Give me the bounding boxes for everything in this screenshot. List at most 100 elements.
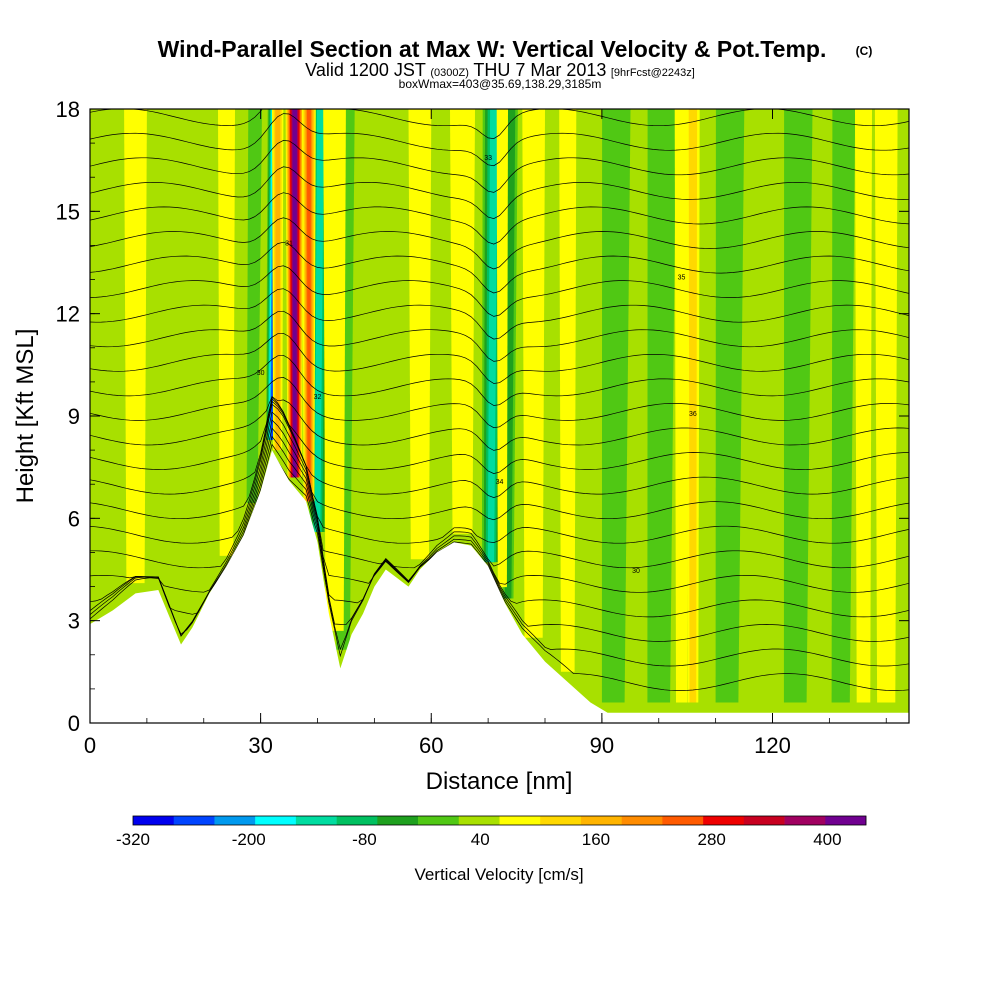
updraft-band	[674, 109, 689, 703]
chart-subtitle: Valid 1200 JST (0300Z) THU 7 Mar 2013 [9…	[305, 60, 695, 80]
theta-contour	[90, 217, 909, 270]
y-tick-label: 15	[56, 199, 80, 224]
updraft-band	[218, 109, 235, 556]
colorbar-swatch	[214, 816, 256, 825]
y-tick-label: 0	[68, 711, 80, 736]
contour-label: 32	[314, 394, 322, 401]
subtitle-utc-time: (0300Z)	[430, 67, 469, 79]
updraft-band	[450, 109, 475, 534]
theta-contour	[90, 395, 909, 451]
downdraft-band	[715, 109, 745, 703]
theta-contour	[90, 140, 909, 193]
theta-contour	[90, 241, 909, 294]
x-tick-label: 120	[754, 733, 791, 758]
updraft-band	[408, 109, 432, 560]
theta-contour	[90, 400, 909, 521]
colorbar-tick-label: 400	[813, 830, 841, 849]
theta-contour	[90, 192, 909, 245]
title-mark: (C)	[856, 44, 873, 58]
updraft-band	[522, 109, 545, 638]
colorbar-swatch	[662, 816, 704, 825]
theta-contour	[90, 411, 909, 569]
updraft-band	[124, 109, 147, 584]
theta-contour	[90, 427, 909, 618]
colorbar: -320 -200 -80 40 160 280 400	[116, 815, 867, 849]
updraft-band	[559, 109, 577, 672]
subtitle-date: THU 7 Mar 2013	[473, 60, 606, 80]
colorbar-tick-label: -200	[232, 830, 266, 849]
downdraft-band	[647, 109, 676, 703]
x-tick-label: 0	[84, 733, 96, 758]
y-tick-label: 12	[56, 302, 80, 327]
contour-label: 30	[257, 370, 265, 377]
theta-contour	[90, 396, 909, 474]
theta-contour	[90, 310, 909, 362]
theta-contour	[90, 398, 909, 498]
colorbar-tick-label: 160	[582, 830, 610, 849]
updraft-band	[275, 109, 281, 451]
colorbar-swatch	[703, 816, 745, 825]
contour-label: 31	[285, 240, 293, 247]
updraft-band	[688, 109, 698, 703]
theta-contour	[90, 377, 909, 429]
contour-label: 30	[632, 568, 640, 575]
potential-temperature-contours: 30 31 32 33 34 35 36 30	[90, 109, 909, 691]
downdraft-band	[246, 109, 262, 503]
updraft-band	[293, 109, 297, 478]
colorbar-swatch	[418, 816, 460, 825]
colorbar-swatch	[580, 816, 622, 825]
colorbar-swatch	[499, 816, 541, 825]
contour-label: 34	[496, 479, 504, 486]
colorbar-swatch	[377, 816, 419, 825]
colorbar-swatch	[173, 816, 215, 825]
terrain	[90, 450, 909, 723]
colorbar-title: Vertical Velocity [cm/s]	[414, 865, 583, 884]
subtitle-forecast: [9hrFcst@2243z]	[611, 67, 695, 79]
contour-label: 36	[689, 411, 697, 418]
colorbar-swatch	[133, 816, 175, 825]
colorbar-tick-label: 280	[697, 830, 725, 849]
x-tick-label: 90	[590, 733, 614, 758]
colorbar-swatch	[458, 816, 500, 825]
colorbar-swatch	[621, 816, 663, 825]
colorbar-swatch	[743, 816, 785, 825]
subtitle-valid-time: Valid 1200 JST	[305, 60, 426, 80]
updraft-band	[323, 109, 346, 631]
theta-contour	[90, 435, 909, 642]
theta-contour	[90, 419, 909, 593]
theta-contour	[90, 109, 909, 139]
chart-title: Wind-Parallel Section at Max W: Vertical…	[158, 36, 827, 62]
downdraft-band	[601, 109, 631, 703]
colorbar-swatch	[540, 816, 582, 825]
downdraft-band	[831, 109, 856, 703]
downdraft-band	[314, 109, 325, 532]
theta-contour	[90, 403, 909, 544]
theta-contour	[90, 332, 909, 384]
chart-subtitle-2: boxWmax=403@35.69,138.29,3185m	[399, 77, 602, 91]
colorbar-swatch	[784, 816, 826, 825]
colorbar-swatch	[255, 816, 297, 825]
contour-label: 33	[484, 155, 492, 162]
updraft-band	[874, 109, 898, 703]
colorbar-frame	[132, 815, 867, 826]
y-tick-label: 18	[56, 97, 80, 122]
y-axis-title: Height [Kft MSL]	[12, 329, 39, 504]
theta-contour	[90, 288, 909, 340]
x-tick-label: 60	[419, 733, 443, 758]
theta-contour	[90, 265, 909, 317]
y-tick-label: 3	[68, 609, 80, 634]
colorbar-tick-label: -80	[352, 830, 377, 849]
y-tick-label: 9	[68, 404, 80, 429]
x-axis-title: Distance [nm]	[426, 768, 573, 795]
theta-contour	[90, 354, 909, 406]
colorbar-swatch	[295, 816, 337, 825]
theta-contour	[90, 113, 909, 167]
colorbar-swatch	[825, 816, 867, 825]
contour-label: 35	[678, 275, 686, 282]
colorbar-tick-label: 40	[471, 830, 490, 849]
colorbar-tick-label: -320	[116, 830, 150, 849]
theta-contour	[90, 166, 909, 219]
y-tick-label: 6	[68, 506, 80, 531]
